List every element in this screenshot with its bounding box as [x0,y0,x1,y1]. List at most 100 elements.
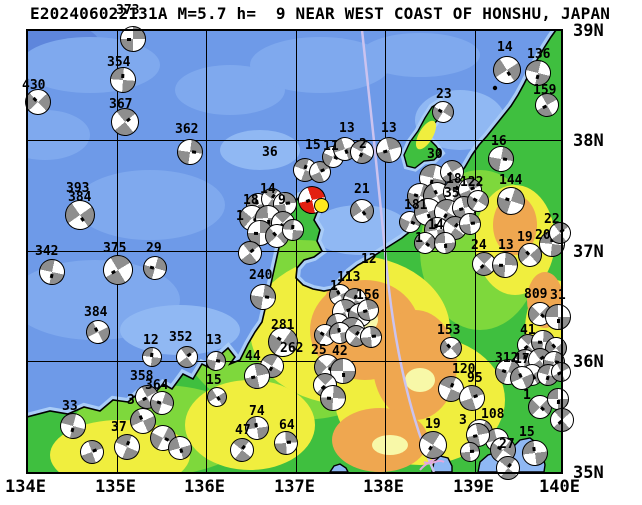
latitude-label: 39N [573,21,604,41]
event-number-label: 373 [116,3,140,18]
event-number-label: 3 [459,413,467,428]
event-number-label: 809 [524,287,548,302]
event-number-label: 122 [460,175,484,190]
ise-bay [329,463,349,472]
event-number-label: 41 [520,323,536,338]
event-number-label: 240 [249,268,273,283]
event-number-label: 15 [519,425,535,440]
event-number-label: 19 [517,230,533,245]
event-number-label: 364 [145,378,169,393]
event-number-label: 15 [206,373,222,388]
grid-line-horizontal [27,140,561,141]
page-title: E202406022131A M=5.7 h= 9 NEAR WEST COAS… [30,4,611,23]
latitude-label: 37N [573,242,604,262]
event-number-label: 19 [425,417,441,432]
event-number-label: 3 [127,393,135,408]
event-number-label: 352 [169,330,193,345]
event-number-label: 13 [498,238,514,253]
event-number-label: 37 [111,420,127,435]
event-number-label: 156 [356,288,380,303]
event-number-label: 375 [103,241,127,256]
event-number-label: 113 [337,270,361,285]
event-number-label: 25 [311,343,327,358]
event-number-label: 13 [206,333,222,348]
event-number-label: 12 [143,333,159,348]
event-number-label: 64 [279,418,295,433]
track-line [360,30,436,472]
event-number-label: 47 [235,423,251,438]
event-number-label: 30 [427,147,443,162]
event-number-label: 153 [437,323,461,338]
event-number-label: 44 [245,349,261,364]
latitude-label: 36N [573,352,604,372]
event-number-label: 384 [84,305,108,320]
event-number-label: 159 [533,83,557,98]
event-number-label: 21 [354,182,370,197]
latitude-label: 38N [573,131,604,151]
event-number-label: 23 [436,87,452,102]
event-number-label: 24 [471,238,487,253]
event-number-label: 18 [243,193,259,208]
event-number-label: 358 [130,369,154,384]
event-number-label: 13 [339,121,355,136]
event-number-label: 1 [415,231,423,246]
event-number-label: 1 [523,388,531,403]
event-number-label: 42 [332,344,348,359]
event-number-label: 262 [280,341,304,356]
event-number-label: 108 [481,407,505,422]
sado-terrain [415,120,437,150]
event-number-label: 430 [22,78,46,93]
event-number-label: 14 [428,218,444,233]
event-number-label: 14 [497,40,513,55]
event-number-label: 33 [62,399,78,414]
grid-line-horizontal [27,361,561,362]
event-number-label: 2 [359,137,367,152]
longitude-label: 137E [274,477,315,497]
event-number-label: 9 [278,193,286,208]
event-number-label: 13 [381,121,397,136]
event-number-label: 16 [491,134,507,149]
epicenter-marker [313,197,329,213]
event-number-label: 342 [35,244,59,259]
event-number-label: 22 [544,212,560,227]
longitude-label: 135E [95,477,136,497]
event-number-label: 20 [535,228,551,243]
event-number-label: 120 [452,362,476,377]
longitude-label: 140E [539,477,580,497]
terrain-elevation [50,170,561,472]
map-canvas [27,30,561,472]
event-number-label: 362 [175,122,199,137]
event-number-label: 35 [444,186,460,201]
focal-mechanism-beachball [546,387,570,411]
event-number-label: 18 [446,172,462,187]
focal-mechanism-beachball [545,304,571,330]
event-number-label: 74 [249,404,265,419]
event-number-label: 36 [262,145,278,160]
event-number-label: 181 [404,198,428,213]
longitude-label: 134E [5,477,46,497]
event-number-label: 384 [68,190,92,205]
event-number-label: 27 [499,437,515,452]
longitude-label: 138E [363,477,404,497]
grid-line-horizontal [27,251,561,252]
event-number-label: 15 [305,138,321,153]
event-number-label: 11 [323,139,339,154]
event-number-label: 17 [514,352,530,367]
event-number-label: 312 [495,351,519,366]
event-number-label: 1 [236,209,244,224]
event-number-label: 29 [146,241,162,256]
event-number-label: 144 [499,173,523,188]
latitude-label: 35N [573,463,604,483]
event-number-label: 31 [550,288,566,303]
small-island [492,85,498,91]
event-number-label: 393 [66,181,90,196]
event-number-label: 12 [361,252,377,267]
event-number-label: 354 [107,55,131,70]
event-number-label: 136 [527,47,551,62]
event-number-label: 281 [271,318,295,333]
event-number-label: 367 [109,97,133,112]
event-number-label: 14 [260,182,276,197]
event-number-label: 1 [330,279,338,294]
longitude-label: 139E [453,477,494,497]
